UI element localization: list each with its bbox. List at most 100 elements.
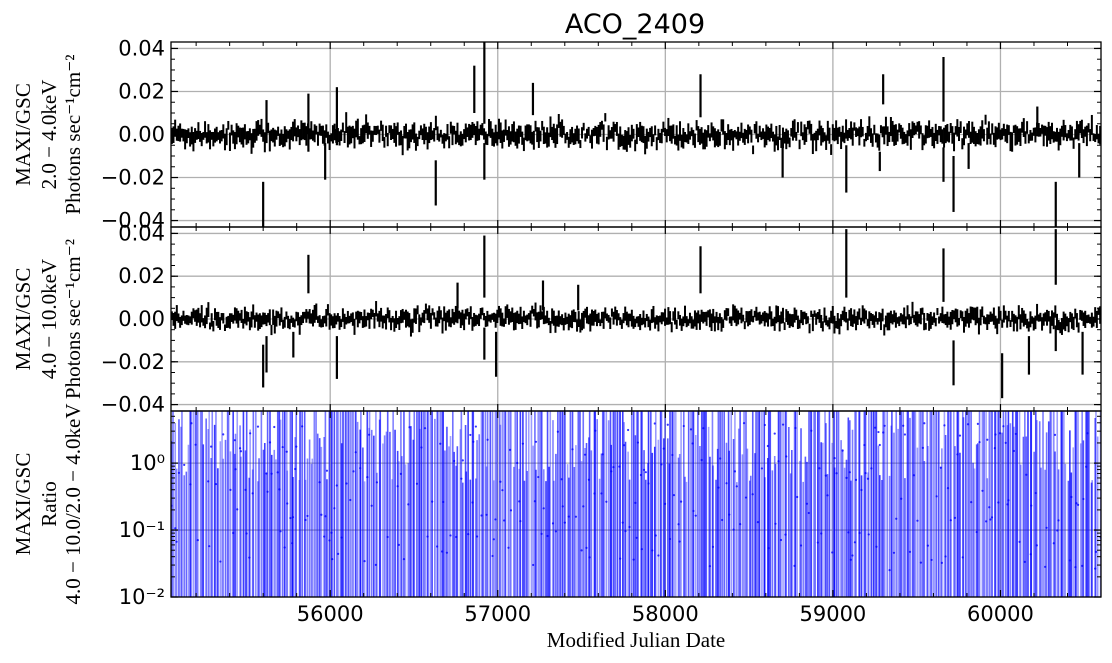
data-point (472, 440, 475, 443)
data-point (532, 563, 535, 567)
y-axis-label-line: 4.0 − 10.0keV (37, 259, 61, 379)
data-point (467, 533, 470, 536)
data-point (210, 445, 213, 448)
panel-hardness-ratio: 10⁰ 10⁻¹ 10⁻² (119, 410, 1102, 609)
data-point (926, 544, 929, 547)
data-point (624, 530, 627, 533)
data-point (1025, 473, 1028, 476)
data-point (567, 515, 570, 518)
data-point (953, 516, 957, 519)
x-tick-label: 60000 (967, 602, 1034, 626)
data-point (626, 428, 630, 432)
data-point (733, 470, 737, 473)
data-point (1002, 425, 1005, 428)
data-point (877, 430, 880, 434)
data-point (807, 511, 810, 515)
data-point (183, 463, 186, 466)
data-point (653, 422, 656, 425)
data-point (903, 433, 907, 436)
data-point (773, 432, 776, 435)
data-point (767, 546, 770, 550)
data-point (632, 558, 635, 561)
data-point (970, 501, 973, 504)
data-point (415, 482, 419, 485)
data-point (508, 448, 512, 451)
data-point (190, 422, 193, 425)
data-point (739, 523, 742, 526)
data-point (480, 514, 483, 517)
data-point (291, 516, 295, 519)
data-point (222, 433, 225, 436)
data-point (725, 482, 728, 485)
data-point (453, 459, 456, 463)
data-point (621, 521, 624, 524)
data-point (663, 502, 667, 505)
data-point (1077, 503, 1080, 506)
data-point (605, 500, 608, 503)
data-point (870, 467, 873, 470)
data-point (366, 476, 369, 479)
panel-frame (170, 410, 1102, 598)
y-tick-label: 10⁻¹ (119, 518, 165, 542)
data-point (194, 443, 197, 446)
data-point (978, 441, 981, 444)
data-point (875, 545, 878, 548)
data-point (556, 430, 559, 433)
data-series (171, 411, 1101, 597)
data-point (986, 438, 989, 441)
data-point (719, 457, 722, 460)
y-tick-label: −0.02 (101, 166, 165, 190)
data-point (672, 493, 676, 497)
chart-title: ACO_2409 (565, 9, 705, 40)
data-point (408, 426, 411, 429)
data-point (831, 551, 834, 554)
data-point (474, 425, 477, 428)
data-point (660, 463, 663, 466)
data-point (475, 535, 479, 538)
data-point (331, 558, 334, 561)
data-point (325, 469, 329, 472)
data-point (1057, 519, 1060, 522)
y-tick-label: 0.00 (118, 123, 165, 147)
data-point (1082, 497, 1085, 501)
data-point (345, 482, 348, 485)
data-point (895, 517, 898, 520)
data-point (732, 528, 735, 531)
data-point (958, 434, 962, 437)
data-point (196, 539, 199, 542)
data-point (1070, 495, 1073, 499)
data-point (239, 450, 243, 453)
data-point (499, 480, 502, 483)
data-point (940, 561, 943, 564)
data-point (423, 427, 427, 430)
data-point (189, 483, 192, 486)
data-point (174, 527, 177, 530)
y-tick-label: 0.00 (118, 307, 165, 331)
data-point (694, 514, 697, 517)
data-point (1035, 544, 1038, 547)
x-axis-label: Modified Julian Date (547, 628, 725, 652)
data-point (799, 544, 803, 547)
data-point (219, 560, 222, 563)
panel-hard-band: 0.04 0.02 0.00 −0.02 −0.04 (101, 221, 1102, 417)
data-point (363, 560, 366, 563)
data-point (735, 485, 738, 488)
data-point (1075, 502, 1078, 505)
data-point (777, 460, 780, 463)
data-point (367, 433, 371, 436)
data-point (283, 546, 286, 549)
data-point (785, 455, 788, 458)
data-point (679, 500, 683, 503)
data-point (516, 461, 519, 465)
y-tick-label: −0.04 (101, 209, 165, 233)
data-point (883, 424, 886, 427)
data-point (330, 531, 333, 534)
data-point (402, 558, 406, 561)
data-point (286, 502, 289, 505)
data-point (943, 424, 946, 427)
data-point (841, 449, 844, 452)
data-point (826, 494, 829, 497)
data-point (779, 538, 783, 542)
data-point (229, 488, 232, 491)
